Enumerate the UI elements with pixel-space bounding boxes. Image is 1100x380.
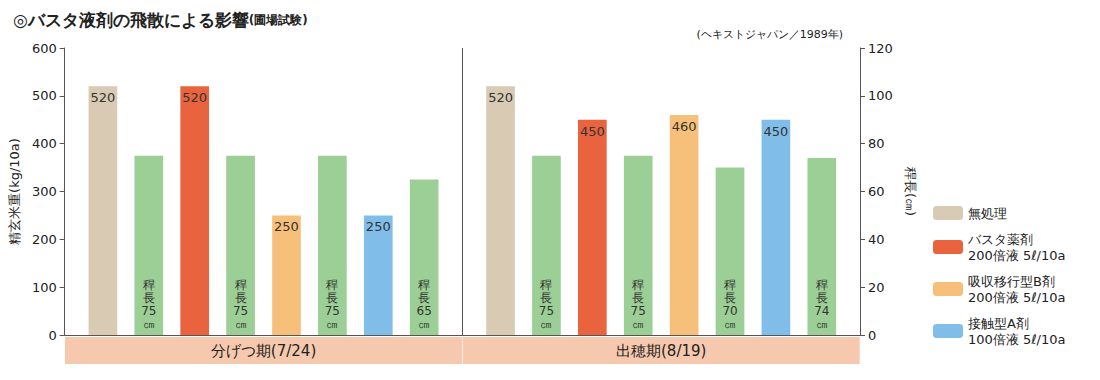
- svg-text:稈: 稈: [632, 278, 644, 292]
- svg-text:300: 300: [32, 184, 57, 199]
- svg-text:精玄米重(kg/10a): 精玄米重(kg/10a): [7, 138, 22, 245]
- svg-text:長: 長: [540, 291, 552, 305]
- svg-text:74: 74: [814, 304, 829, 318]
- svg-text:稈長(㎝): 稈長(㎝): [903, 167, 918, 216]
- svg-text:㎝: ㎝: [326, 317, 338, 331]
- svg-text:520: 520: [90, 90, 115, 105]
- svg-text:75: 75: [539, 304, 554, 318]
- svg-text:無処理: 無処理: [968, 206, 1007, 221]
- svg-text:520: 520: [488, 90, 513, 105]
- svg-text:0: 0: [868, 328, 876, 343]
- svg-text:◎バスタ液剤の飛散による影響: ◎バスタ液剤の飛散による影響: [13, 10, 249, 30]
- svg-text:120: 120: [868, 41, 893, 56]
- svg-text:長: 長: [816, 291, 828, 305]
- svg-text:稈: 稈: [418, 278, 430, 292]
- svg-text:100倍液 5ℓ/10a: 100倍液 5ℓ/10a: [968, 332, 1065, 347]
- svg-text:(ヘキストジャパン／1989年): (ヘキストジャパン／1989年): [696, 28, 843, 41]
- svg-text:分げつ期(7/24): 分げつ期(7/24): [211, 342, 316, 360]
- svg-text:出穂期(8/19): 出穂期(8/19): [616, 342, 706, 360]
- svg-text:長: 長: [143, 291, 155, 305]
- svg-text:200倍液 5ℓ/10a: 200倍液 5ℓ/10a: [968, 290, 1065, 305]
- svg-text:稈: 稈: [326, 278, 338, 292]
- svg-text:100: 100: [868, 88, 893, 103]
- svg-text:長: 長: [418, 291, 430, 305]
- svg-text:稈: 稈: [816, 278, 828, 292]
- svg-text:長: 長: [724, 291, 736, 305]
- svg-text:吸収移行型B剤: 吸収移行型B剤: [968, 274, 1055, 289]
- svg-text:200倍液 5ℓ/10a: 200倍液 5ℓ/10a: [968, 248, 1065, 263]
- svg-text:60: 60: [868, 184, 885, 199]
- svg-text:(圃場試験): (圃場試験): [249, 13, 308, 27]
- svg-text:稈: 稈: [724, 278, 736, 292]
- svg-text:75: 75: [325, 304, 340, 318]
- svg-text:㎝: ㎝: [724, 317, 736, 331]
- svg-text:長: 長: [632, 291, 644, 305]
- svg-text:65: 65: [417, 304, 432, 318]
- svg-text:75: 75: [631, 304, 646, 318]
- svg-text:250: 250: [366, 219, 391, 234]
- svg-text:稈: 稈: [235, 278, 247, 292]
- svg-text:600: 600: [32, 41, 57, 56]
- svg-text:200: 200: [32, 232, 57, 247]
- svg-text:㎝: ㎝: [540, 317, 552, 331]
- svg-text:長: 長: [235, 291, 247, 305]
- svg-text:75: 75: [233, 304, 248, 318]
- svg-text:520: 520: [182, 90, 207, 105]
- svg-text:㎝: ㎝: [235, 317, 247, 331]
- svg-text:500: 500: [32, 88, 57, 103]
- svg-text:㎝: ㎝: [632, 317, 644, 331]
- svg-text:㎝: ㎝: [418, 317, 430, 331]
- svg-text:75: 75: [141, 304, 156, 318]
- svg-text:460: 460: [672, 119, 697, 134]
- svg-text:長: 長: [326, 291, 338, 305]
- svg-text:450: 450: [763, 124, 788, 139]
- svg-text:稈: 稈: [540, 278, 552, 292]
- svg-text:40: 40: [868, 232, 885, 247]
- svg-text:接触型A剤: 接触型A剤: [968, 316, 1029, 331]
- svg-text:250: 250: [274, 219, 299, 234]
- svg-text:㎝: ㎝: [143, 317, 155, 331]
- svg-text:80: 80: [868, 136, 885, 151]
- svg-text:450: 450: [580, 124, 605, 139]
- svg-text:0: 0: [48, 328, 56, 343]
- svg-text:70: 70: [722, 304, 737, 318]
- svg-text:100: 100: [32, 280, 57, 295]
- svg-text:㎝: ㎝: [816, 317, 828, 331]
- svg-text:400: 400: [32, 136, 57, 151]
- svg-text:バスタ薬剤: バスタ薬剤: [967, 232, 1033, 247]
- svg-text:稈: 稈: [143, 278, 155, 292]
- svg-text:20: 20: [868, 280, 885, 295]
